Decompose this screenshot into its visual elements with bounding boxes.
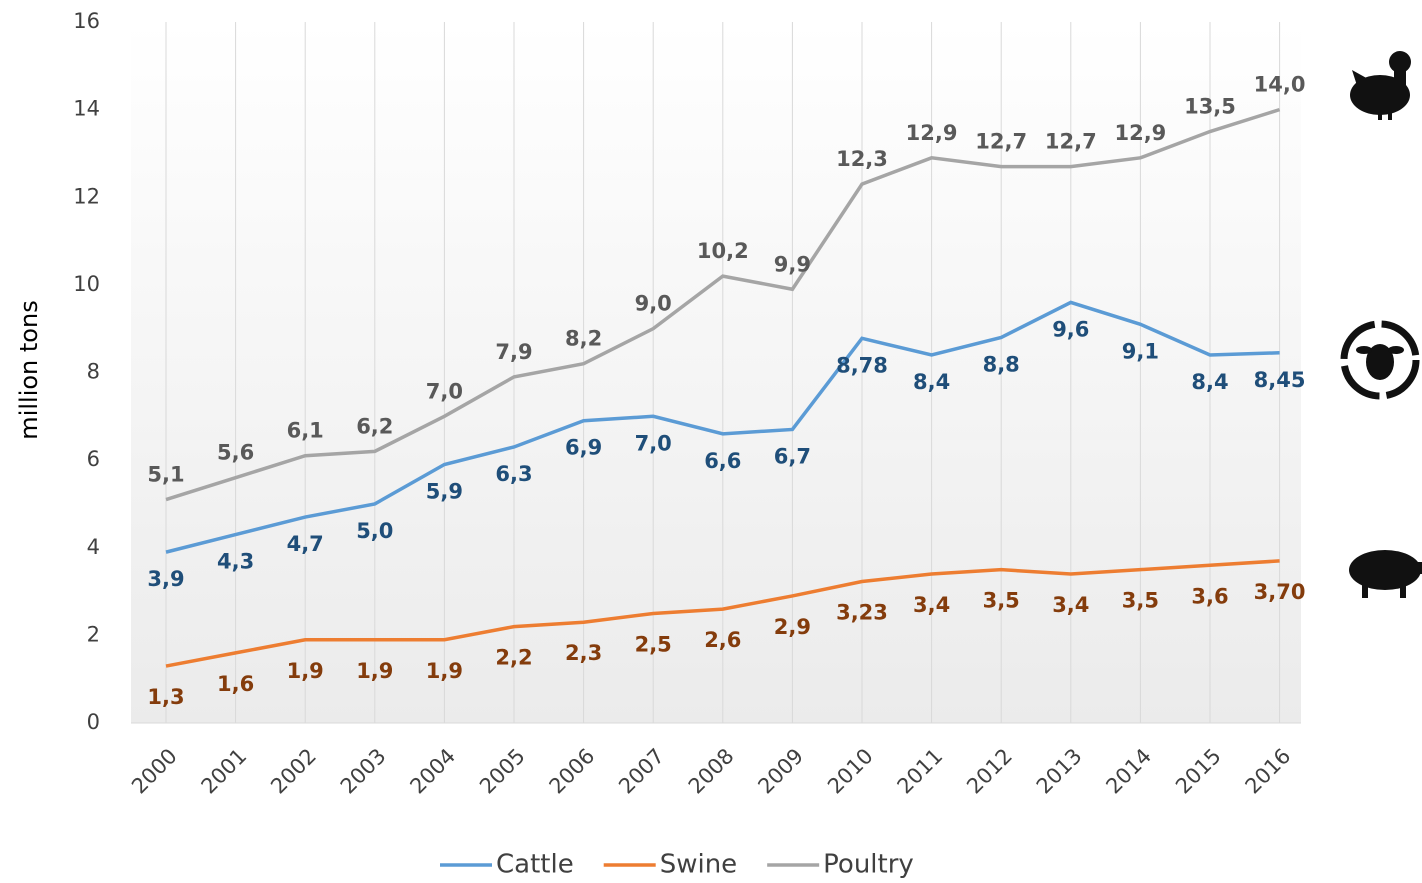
data-label: 1,3 bbox=[147, 685, 184, 709]
data-label: 5,9 bbox=[426, 480, 463, 504]
data-label: 8,45 bbox=[1254, 368, 1306, 392]
series-line bbox=[165, 107, 1281, 502]
data-label: 6,1 bbox=[287, 419, 324, 443]
data-label: 13,5 bbox=[1184, 95, 1236, 119]
data-label: 6,7 bbox=[774, 444, 811, 468]
x-tick-label: 2011 bbox=[893, 744, 948, 799]
data-label: 7,0 bbox=[635, 431, 672, 455]
data-label: 5,1 bbox=[147, 463, 184, 487]
data-label: 9,1 bbox=[1122, 339, 1159, 363]
data-label: 8,78 bbox=[836, 353, 888, 377]
x-tick-label: 2001 bbox=[197, 744, 252, 799]
x-tick-label: 2010 bbox=[823, 744, 878, 799]
data-label: 3,23 bbox=[836, 600, 888, 624]
data-label: 5,0 bbox=[356, 519, 393, 543]
data-label: 3,4 bbox=[913, 593, 950, 617]
y-tick-label: 14 bbox=[73, 97, 100, 121]
data-label: 3,9 bbox=[147, 567, 184, 591]
data-label: 7,0 bbox=[426, 379, 463, 403]
data-label: 5,6 bbox=[217, 441, 254, 465]
data-label: 8,8 bbox=[983, 352, 1020, 376]
data-label: 3,5 bbox=[983, 589, 1020, 613]
y-tick-label: 6 bbox=[87, 447, 100, 471]
x-tick-label: 2012 bbox=[962, 744, 1017, 799]
x-tick-label: 2000 bbox=[127, 744, 182, 799]
data-label: 4,3 bbox=[217, 550, 254, 574]
data-label: 6,6 bbox=[704, 449, 741, 473]
legend-label: Swine bbox=[660, 850, 737, 880]
y-tick-label: 4 bbox=[87, 535, 100, 559]
data-label: 4,7 bbox=[287, 532, 324, 556]
series-line bbox=[165, 300, 1280, 554]
y-axis-title: million tons bbox=[15, 300, 43, 439]
data-label: 3,70 bbox=[1254, 580, 1306, 604]
data-label: 12,7 bbox=[975, 130, 1027, 154]
data-label: 1,6 bbox=[217, 672, 254, 696]
data-label: 1,9 bbox=[356, 659, 393, 683]
data-label: 1,9 bbox=[426, 659, 463, 683]
data-label: 2,3 bbox=[565, 641, 602, 665]
data-label: 6,2 bbox=[356, 414, 393, 438]
data-label: 2,5 bbox=[635, 632, 672, 656]
data-label: 2,6 bbox=[704, 628, 741, 652]
data-label: 14,0 bbox=[1254, 73, 1306, 97]
x-tick-label: 2006 bbox=[545, 744, 600, 799]
data-label: 3,4 bbox=[1052, 593, 1089, 617]
data-label: 12,3 bbox=[836, 147, 888, 171]
icons bbox=[1340, 51, 1422, 598]
y-tick-label: 12 bbox=[73, 184, 100, 208]
x-tick-label: 2009 bbox=[753, 744, 808, 799]
data-label: 12,7 bbox=[1045, 130, 1097, 154]
x-tick-label: 2008 bbox=[684, 744, 739, 799]
data-label: 9,6 bbox=[1052, 317, 1089, 341]
chicken-icon bbox=[1350, 51, 1411, 120]
plot-area bbox=[131, 22, 1301, 723]
y-tick-label: 10 bbox=[73, 272, 100, 296]
data-label: 6,9 bbox=[565, 436, 602, 460]
data-label: 12,9 bbox=[906, 121, 958, 145]
pig-icon bbox=[1349, 550, 1422, 598]
x-tick-label: 2005 bbox=[475, 744, 530, 799]
x-tick-label: 2015 bbox=[1171, 744, 1226, 799]
y-tick-label: 16 bbox=[73, 9, 100, 33]
legend-label: Cattle bbox=[496, 850, 574, 880]
data-label: 7,9 bbox=[495, 340, 532, 364]
data-label: 2,2 bbox=[495, 646, 532, 670]
data-label: 3,5 bbox=[1122, 589, 1159, 613]
x-tick-label: 2002 bbox=[266, 744, 321, 799]
y-tick-label: 2 bbox=[87, 622, 100, 646]
x-tick-label: 2007 bbox=[614, 744, 669, 799]
data-label: 8,4 bbox=[1191, 370, 1228, 394]
data-label: 6,3 bbox=[495, 462, 532, 486]
y-tick-label: 8 bbox=[87, 360, 100, 384]
data-label: 8,4 bbox=[913, 370, 950, 394]
legend-label: Poultry bbox=[823, 850, 914, 880]
data-label: 8,2 bbox=[565, 327, 602, 351]
x-tick-label: 2004 bbox=[405, 744, 460, 799]
data-label: 10,2 bbox=[697, 239, 749, 263]
data-label: 12,9 bbox=[1114, 121, 1166, 145]
x-tick-label: 2003 bbox=[336, 744, 391, 799]
data-label: 9,9 bbox=[774, 252, 811, 276]
cow-icon bbox=[1340, 320, 1420, 400]
x-tick-label: 2013 bbox=[1032, 744, 1087, 799]
series-line bbox=[165, 559, 1280, 668]
data-label: 9,0 bbox=[635, 292, 672, 316]
x-tick-label: 2016 bbox=[1241, 744, 1296, 799]
data-label: 3,6 bbox=[1191, 584, 1228, 608]
y-tick-label: 0 bbox=[87, 710, 100, 734]
data-label: 1,9 bbox=[287, 659, 324, 683]
x-tick-label: 2014 bbox=[1101, 744, 1156, 799]
data-label: 2,9 bbox=[774, 615, 811, 639]
